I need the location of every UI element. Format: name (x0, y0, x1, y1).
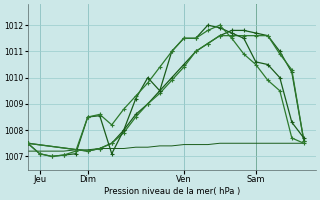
X-axis label: Pression niveau de la mer( hPa ): Pression niveau de la mer( hPa ) (104, 187, 240, 196)
